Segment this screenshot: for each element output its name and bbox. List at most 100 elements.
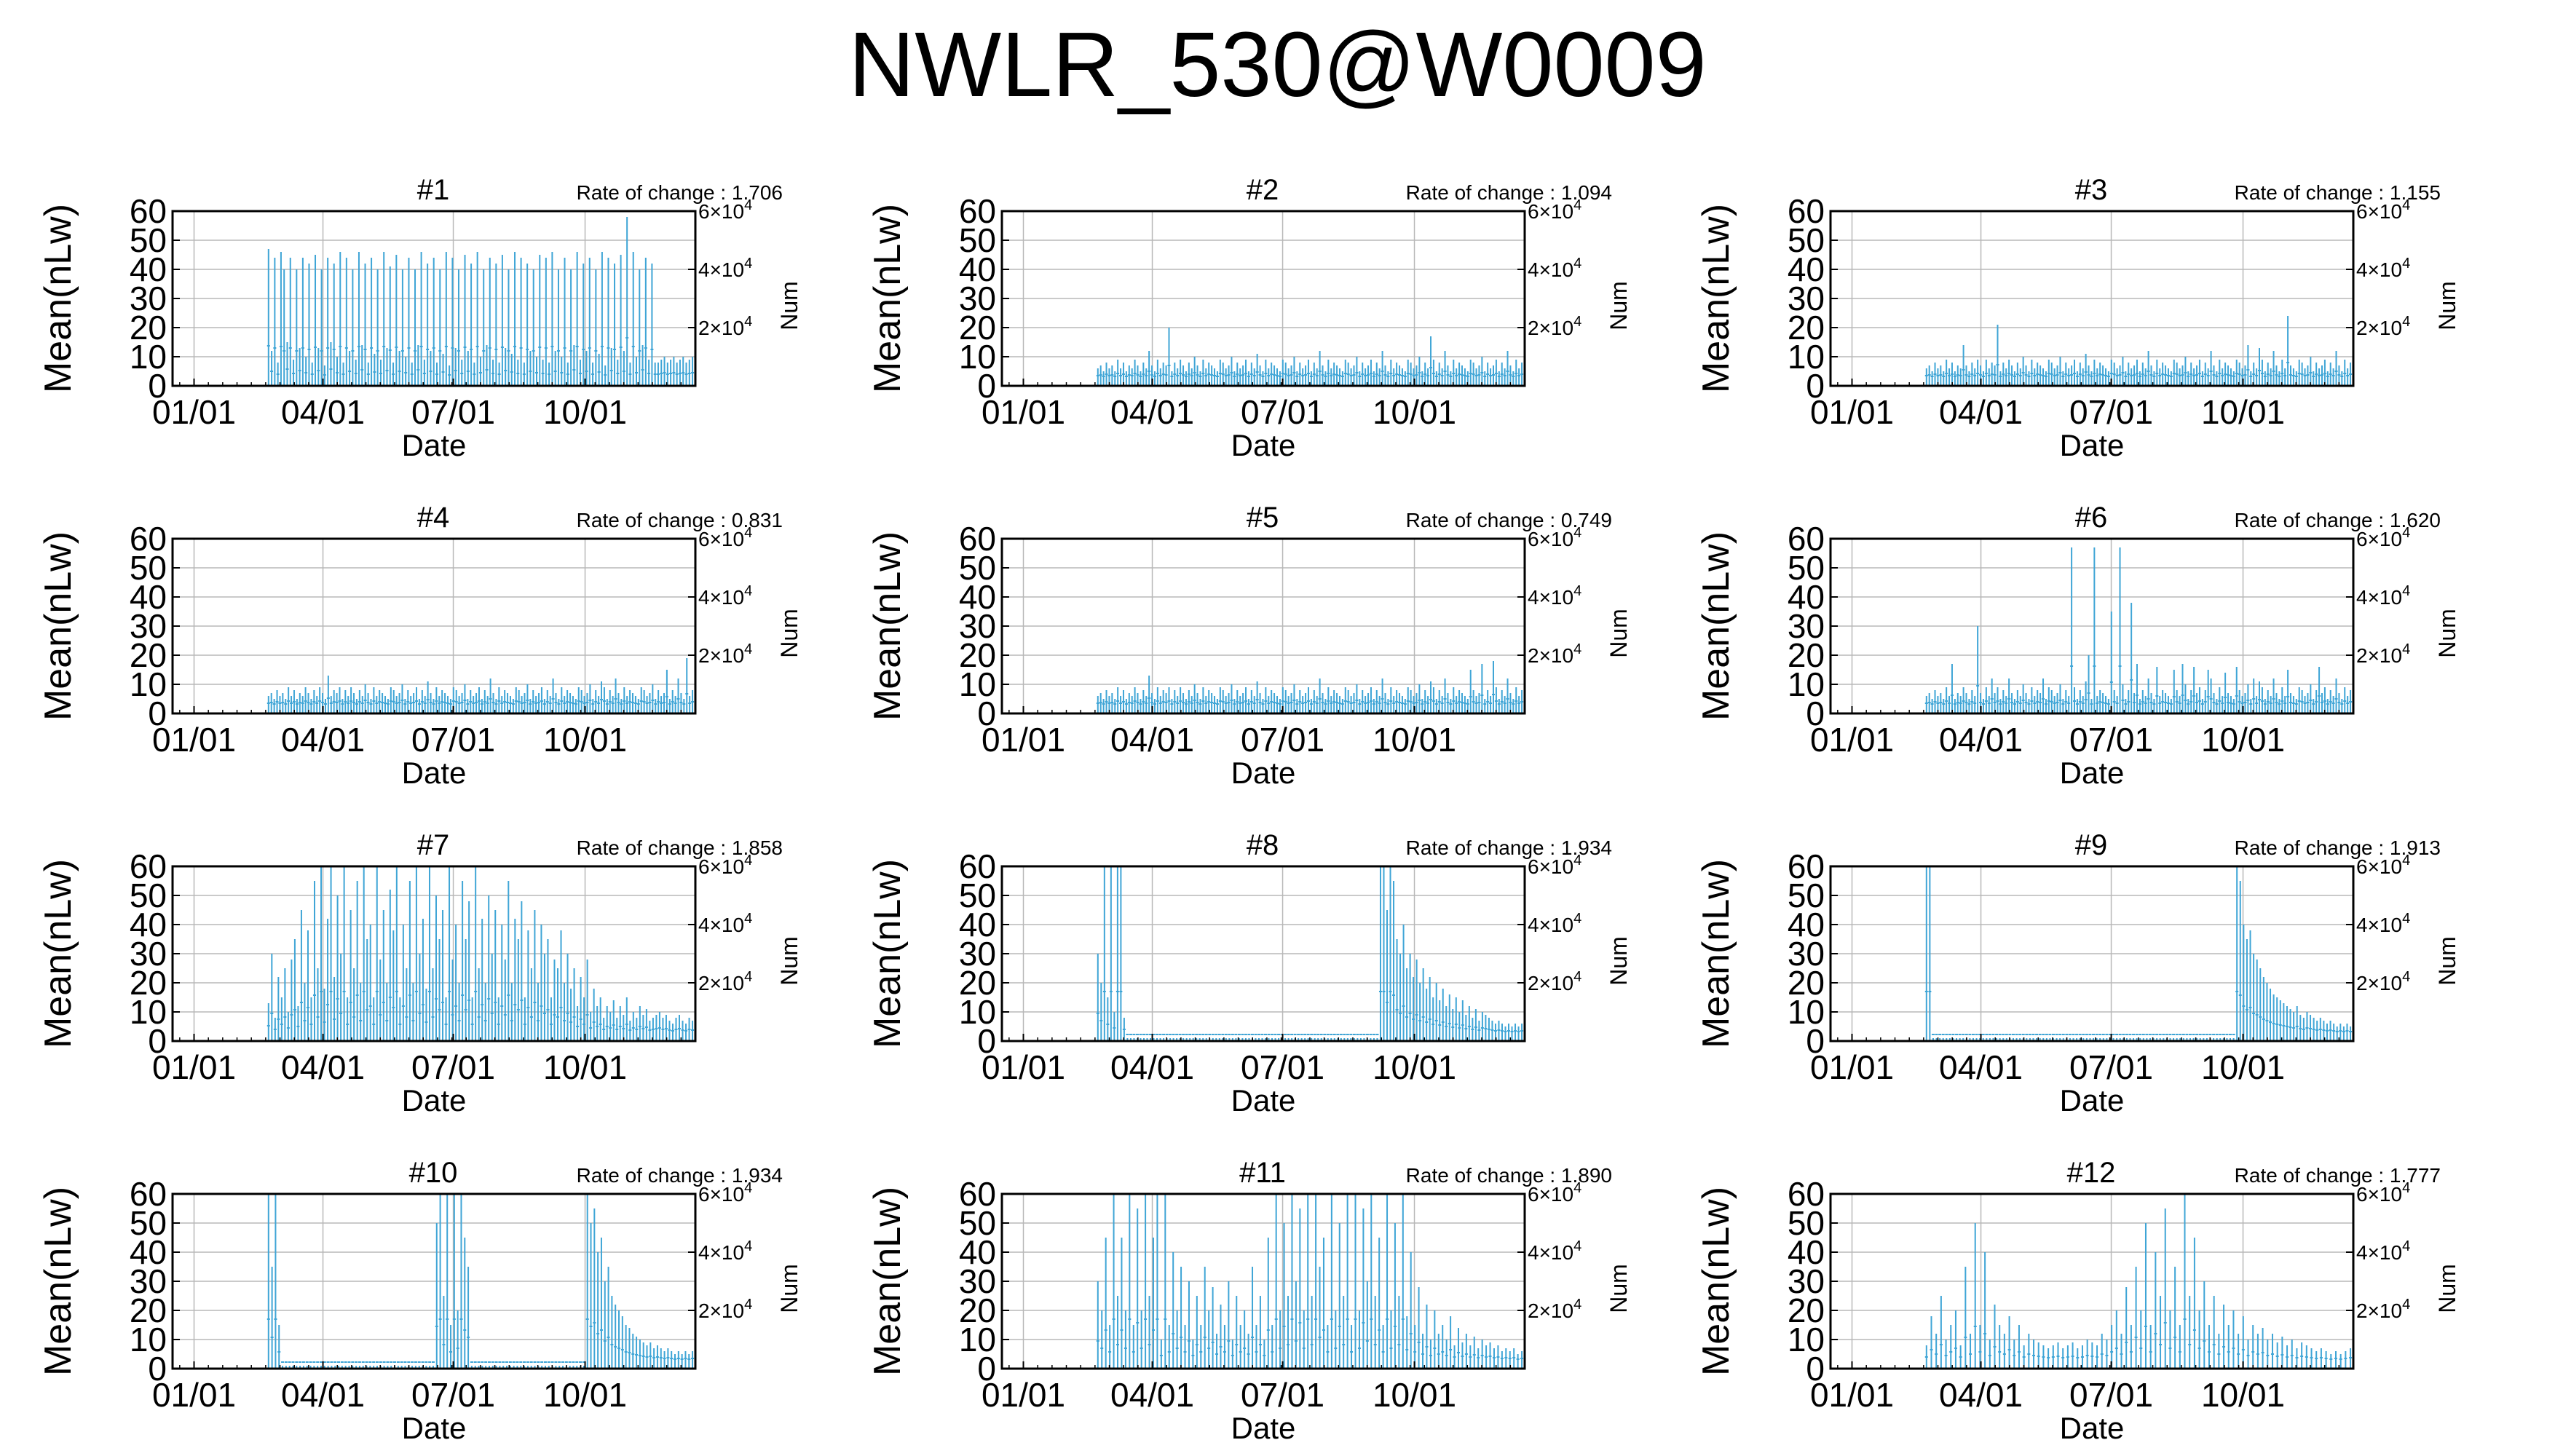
y-tick-label: 60	[959, 1175, 996, 1213]
y2-tick-label: 6×104	[2356, 1180, 2410, 1206]
y2-axis-label: Num	[776, 1264, 802, 1313]
x-tick-label: 07/01	[1241, 721, 1324, 759]
y2-axis-label: Num	[2434, 1264, 2460, 1313]
x-tick-label: 10/01	[543, 1048, 627, 1086]
y-tick-label: 40	[1788, 1233, 1825, 1271]
y-tick-label: 10	[1788, 338, 1825, 376]
y2-axis-label: Num	[776, 936, 802, 986]
y-tick-label: 20	[130, 636, 167, 674]
y2-tick-label: 4×104	[698, 583, 752, 609]
y2-tick-label: 2×104	[2356, 314, 2410, 339]
x-tick-label: 01/01	[982, 1376, 1065, 1414]
y-tick-label: 0	[148, 367, 167, 405]
x-tick-label: 01/01	[982, 393, 1065, 431]
y2-axis-label: Num	[2434, 609, 2460, 658]
x-tick-label: 01/01	[152, 1376, 236, 1414]
y-tick-label: 0	[1806, 695, 1825, 732]
y-tick-label: 30	[959, 280, 996, 317]
y-tick-label: 20	[959, 636, 996, 674]
panel-title: #4	[417, 502, 450, 534]
y-axis-label: Mean(nLw)	[866, 204, 909, 393]
rate-of-change: Rate of change : 1.858	[577, 836, 783, 859]
y-tick-label: 40	[130, 250, 167, 288]
y2-tick-label: 6×104	[1528, 1180, 1581, 1206]
x-tick-label: 04/01	[1110, 393, 1194, 431]
y-tick-label: 50	[959, 221, 996, 259]
y2-axis-label: Num	[776, 609, 802, 658]
x-axis-label: Date	[1231, 1083, 1296, 1117]
y-tick-label: 20	[1788, 1291, 1825, 1329]
y-tick-label: 40	[130, 578, 167, 616]
y2-tick-label: 4×104	[1528, 1238, 1581, 1264]
y-tick-label: 60	[1788, 520, 1825, 558]
y-tick-label: 10	[1788, 993, 1825, 1031]
x-tick-label: 01/01	[152, 721, 236, 759]
y2-tick-label: 2×104	[1528, 641, 1581, 667]
y-tick-label: 10	[130, 665, 167, 703]
y2-axis-label: Num	[1606, 281, 1632, 331]
y-axis-label: Mean(nLw)	[1695, 204, 1737, 393]
x-tick-label: 01/01	[982, 721, 1065, 759]
y-tick-label: 0	[148, 1022, 167, 1060]
y2-tick-label: 2×104	[1528, 969, 1581, 994]
y-tick-label: 50	[130, 877, 167, 914]
x-tick-label: 01/01	[1810, 1376, 1894, 1414]
x-tick-label: 01/01	[152, 393, 236, 431]
y2-tick-label: 2×104	[698, 1297, 752, 1322]
y-tick-label: 0	[1806, 1022, 1825, 1060]
rate-of-change: Rate of change : 1.155	[2235, 181, 2441, 204]
y-tick-label: 20	[1788, 636, 1825, 674]
y2-tick-label: 4×104	[2356, 256, 2410, 281]
y-tick-label: 60	[1788, 1175, 1825, 1213]
y-tick-label: 0	[977, 367, 996, 405]
panel-title: #1	[417, 174, 450, 206]
y-tick-label: 20	[130, 964, 167, 1002]
y-tick-label: 0	[1806, 1350, 1825, 1388]
y2-tick-label: 6×104	[1528, 525, 1581, 550]
y-tick-label: 40	[1788, 578, 1825, 616]
y2-tick-label: 6×104	[698, 197, 752, 223]
y2-tick-label: 4×104	[2356, 1238, 2410, 1264]
y-axis-label: Mean(nLw)	[1695, 1187, 1737, 1376]
x-tick-label: 04/01	[281, 1048, 365, 1086]
y-axis-label: Mean(nLw)	[37, 1187, 79, 1376]
y2-axis-label: Num	[1606, 936, 1632, 986]
y-tick-label: 10	[130, 993, 167, 1031]
x-tick-label: 07/01	[2069, 393, 2153, 431]
x-tick-label: 04/01	[1939, 393, 2023, 431]
panel-title: #12	[2067, 1157, 2116, 1189]
y-tick-label: 0	[977, 695, 996, 732]
y-tick-label: 40	[959, 1233, 996, 1271]
y-tick-label: 0	[977, 1350, 996, 1388]
y-tick-label: 30	[1788, 1262, 1825, 1300]
rate-of-change: Rate of change : 1.777	[2235, 1164, 2441, 1187]
panel-title: #10	[409, 1157, 458, 1189]
rate-of-change: Rate of change : 0.831	[577, 509, 783, 531]
y-tick-label: 60	[130, 520, 167, 558]
y2-tick-label: 6×104	[1528, 197, 1581, 223]
y2-tick-label: 2×104	[698, 641, 752, 667]
y2-tick-label: 2×104	[1528, 1297, 1581, 1322]
y-axis-label: Mean(nLw)	[37, 859, 79, 1048]
x-tick-label: 10/01	[543, 1376, 627, 1414]
x-axis-label: Date	[402, 1083, 467, 1117]
y2-axis-label: Num	[2434, 281, 2460, 331]
x-tick-label: 04/01	[1939, 1376, 2023, 1414]
x-tick-label: 07/01	[2069, 1048, 2153, 1086]
x-tick-label: 07/01	[411, 1048, 495, 1086]
x-axis-label: Date	[1231, 756, 1296, 790]
rate-of-change: Rate of change : 1.890	[1406, 1164, 1612, 1187]
rate-of-change: Rate of change : 1.706	[577, 181, 783, 204]
x-tick-label: 07/01	[411, 393, 495, 431]
y-tick-label: 20	[1788, 964, 1825, 1002]
y2-axis-label: Num	[1606, 609, 1632, 658]
y2-tick-label: 6×104	[698, 525, 752, 550]
x-tick-label: 01/01	[152, 1048, 236, 1086]
y-tick-label: 10	[1788, 1321, 1825, 1358]
y-tick-label: 30	[959, 607, 996, 645]
